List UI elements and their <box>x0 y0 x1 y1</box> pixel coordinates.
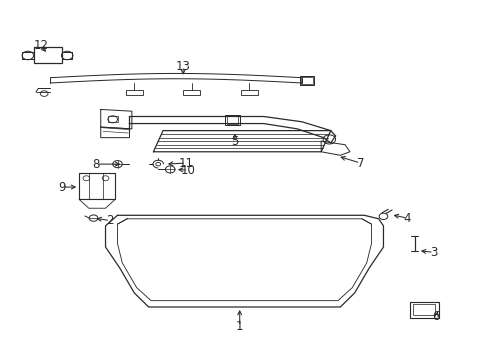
Text: 6: 6 <box>431 310 439 323</box>
Text: 7: 7 <box>356 157 364 170</box>
Bar <box>183 90 200 95</box>
Bar <box>108 116 117 122</box>
Bar <box>125 90 142 95</box>
Text: 13: 13 <box>175 60 190 73</box>
Bar <box>409 302 438 318</box>
Text: 3: 3 <box>429 246 437 259</box>
Text: 5: 5 <box>231 135 238 148</box>
Bar <box>412 304 434 315</box>
Text: 4: 4 <box>403 212 410 225</box>
Text: 12: 12 <box>33 40 48 53</box>
Text: 1: 1 <box>236 320 243 333</box>
Text: 11: 11 <box>178 157 193 170</box>
Bar <box>240 90 257 95</box>
Text: 8: 8 <box>92 158 100 171</box>
Bar <box>301 77 312 84</box>
Bar <box>226 116 238 124</box>
Bar <box>299 76 313 85</box>
Bar <box>225 115 239 125</box>
Bar <box>34 47 62 63</box>
Bar <box>79 173 115 199</box>
Text: 2: 2 <box>106 214 114 227</box>
Text: 9: 9 <box>59 181 66 194</box>
Text: 10: 10 <box>180 164 195 177</box>
